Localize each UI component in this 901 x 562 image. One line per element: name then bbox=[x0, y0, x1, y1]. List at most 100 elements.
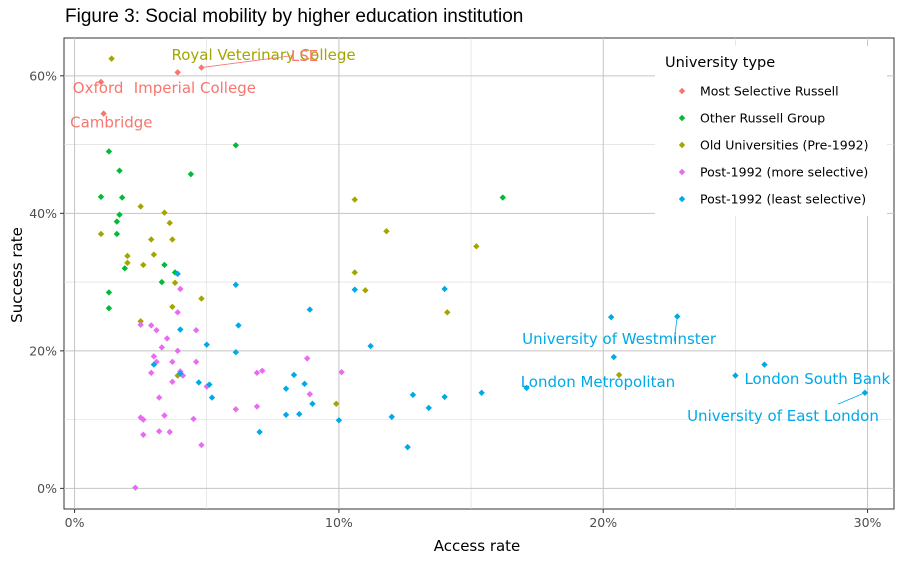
data-point bbox=[290, 371, 298, 379]
data-point bbox=[169, 303, 176, 311]
data-point bbox=[161, 261, 168, 269]
data-point bbox=[97, 78, 105, 86]
data-point bbox=[441, 393, 448, 401]
data-point bbox=[124, 259, 131, 267]
legend-label: Post-1992 (more selective) bbox=[700, 165, 868, 180]
annotation-label: Royal Veterinary College bbox=[171, 46, 355, 64]
data-point bbox=[478, 389, 485, 396]
data-point bbox=[441, 285, 448, 293]
data-point bbox=[155, 428, 163, 435]
data-point bbox=[163, 335, 171, 342]
data-point bbox=[235, 322, 242, 329]
chart-title: Figure 3: Social mobility by higher educ… bbox=[65, 6, 524, 27]
data-point bbox=[296, 410, 303, 418]
data-point bbox=[113, 230, 121, 238]
annotation-label: London Metropolitan bbox=[521, 373, 675, 391]
legend-key bbox=[678, 141, 686, 149]
data-point bbox=[303, 355, 311, 362]
data-point bbox=[192, 358, 200, 366]
annotation-label: University of Westminster bbox=[522, 330, 717, 348]
legend-key bbox=[678, 195, 686, 203]
annotation-label: Oxford bbox=[73, 79, 124, 97]
data-point bbox=[615, 371, 623, 379]
data-point bbox=[161, 412, 168, 419]
data-point bbox=[174, 270, 181, 278]
y-tick-label: 40% bbox=[29, 206, 57, 221]
annotation-label: Cambridge bbox=[70, 114, 152, 132]
data-point bbox=[206, 381, 213, 388]
data-point bbox=[253, 369, 261, 377]
data-point bbox=[137, 318, 144, 325]
x-tick-label: 20% bbox=[589, 515, 617, 530]
data-point bbox=[282, 385, 290, 392]
data-point bbox=[232, 349, 240, 356]
data-point bbox=[306, 390, 314, 398]
data-point bbox=[362, 287, 369, 294]
x-tick-label: 0% bbox=[65, 515, 85, 530]
data-point bbox=[155, 394, 163, 401]
data-point bbox=[409, 391, 417, 399]
data-point bbox=[367, 342, 374, 350]
data-point bbox=[105, 305, 113, 312]
data-point bbox=[158, 344, 166, 351]
legend-title: University type bbox=[665, 55, 775, 71]
data-point bbox=[607, 313, 615, 321]
data-point bbox=[124, 252, 131, 260]
data-point bbox=[190, 415, 197, 423]
data-point bbox=[174, 69, 181, 76]
data-point bbox=[113, 218, 121, 225]
grid-lines bbox=[64, 38, 894, 509]
annotation-leader-line bbox=[201, 55, 291, 68]
data-point bbox=[177, 285, 184, 293]
data-point bbox=[306, 306, 314, 313]
data-point bbox=[203, 341, 210, 348]
data-point bbox=[166, 428, 173, 436]
data-point bbox=[148, 236, 155, 243]
data-point bbox=[108, 55, 115, 62]
data-point bbox=[351, 286, 358, 293]
data-point bbox=[333, 400, 340, 407]
data-point bbox=[259, 367, 266, 374]
data-point bbox=[198, 295, 205, 302]
data-point bbox=[523, 384, 530, 392]
data-point bbox=[388, 413, 395, 421]
x-axis-title: Access rate bbox=[434, 537, 521, 555]
legend-label: Post-1992 (least selective) bbox=[700, 192, 866, 207]
data-point bbox=[148, 322, 155, 329]
data-point bbox=[137, 203, 144, 210]
data-point bbox=[137, 321, 144, 328]
data-point bbox=[97, 193, 105, 201]
data-point bbox=[118, 194, 126, 201]
data-point bbox=[301, 380, 308, 388]
data-point bbox=[253, 403, 261, 410]
data-point bbox=[425, 404, 432, 412]
data-point bbox=[232, 281, 240, 289]
data-point bbox=[732, 372, 739, 379]
data-point bbox=[161, 209, 168, 216]
data-point bbox=[282, 411, 290, 418]
data-point bbox=[473, 243, 480, 250]
data-point bbox=[116, 211, 123, 218]
annotation-label: University of East London bbox=[687, 407, 879, 425]
data-point bbox=[105, 148, 113, 155]
data-point bbox=[97, 230, 105, 238]
data-point bbox=[150, 361, 158, 368]
legend-key bbox=[678, 168, 686, 176]
data-point bbox=[861, 389, 869, 396]
data-point bbox=[610, 353, 618, 361]
data-point bbox=[177, 370, 184, 377]
legend-label: Other Russell Group bbox=[700, 111, 825, 126]
data-point bbox=[256, 428, 263, 436]
y-tick-label: 60% bbox=[29, 68, 57, 83]
data-point bbox=[232, 142, 240, 149]
data-point bbox=[383, 228, 390, 235]
data-point bbox=[192, 327, 200, 334]
data-point bbox=[153, 327, 160, 334]
legend: University type Most Selective Russell Ot… bbox=[655, 46, 887, 216]
data-point bbox=[140, 261, 147, 269]
y-tick-label: 20% bbox=[29, 343, 57, 358]
legend-key bbox=[678, 87, 686, 95]
legend-background bbox=[655, 46, 887, 216]
data-point bbox=[158, 278, 166, 286]
